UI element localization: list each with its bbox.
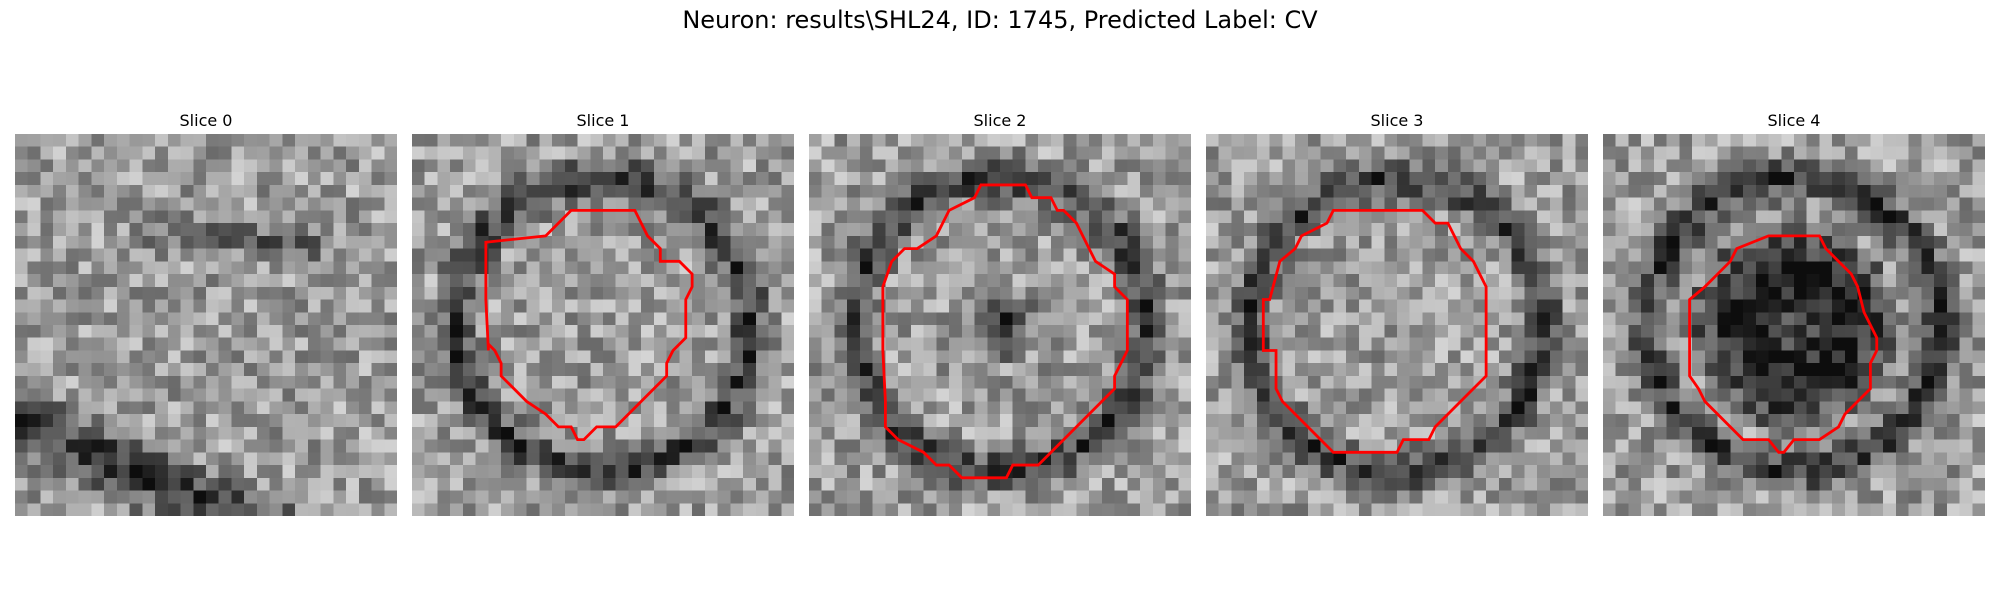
slice-panel-0: Slice 0 (15, 108, 397, 516)
slice-image (1206, 134, 1588, 516)
slice-title: Slice 0 (179, 111, 233, 130)
slice-image (15, 134, 397, 516)
slice-title: Slice 3 (1370, 111, 1424, 130)
segmentation-contour (1261, 208, 1488, 454)
segmentation-contour (881, 183, 1129, 480)
segmentation-contour (484, 208, 694, 442)
slice-title: Slice 4 (1767, 111, 1821, 130)
segmentation-contour (1688, 234, 1879, 454)
slice-panel-2: Slice 2 (809, 108, 1191, 516)
slice-title: Slice 2 (973, 111, 1027, 130)
slice-image (809, 134, 1191, 516)
slice-image (1603, 134, 1985, 516)
figure-title: Neuron: results\SHL24, ID: 1745, Predict… (682, 6, 1318, 34)
slice-panel-1: Slice 1 (412, 108, 794, 516)
slice-panel-3: Slice 3 (1206, 108, 1588, 516)
slice-panel-4: Slice 4 (1603, 108, 1985, 516)
slice-image (412, 134, 794, 516)
slice-title: Slice 1 (576, 111, 630, 130)
